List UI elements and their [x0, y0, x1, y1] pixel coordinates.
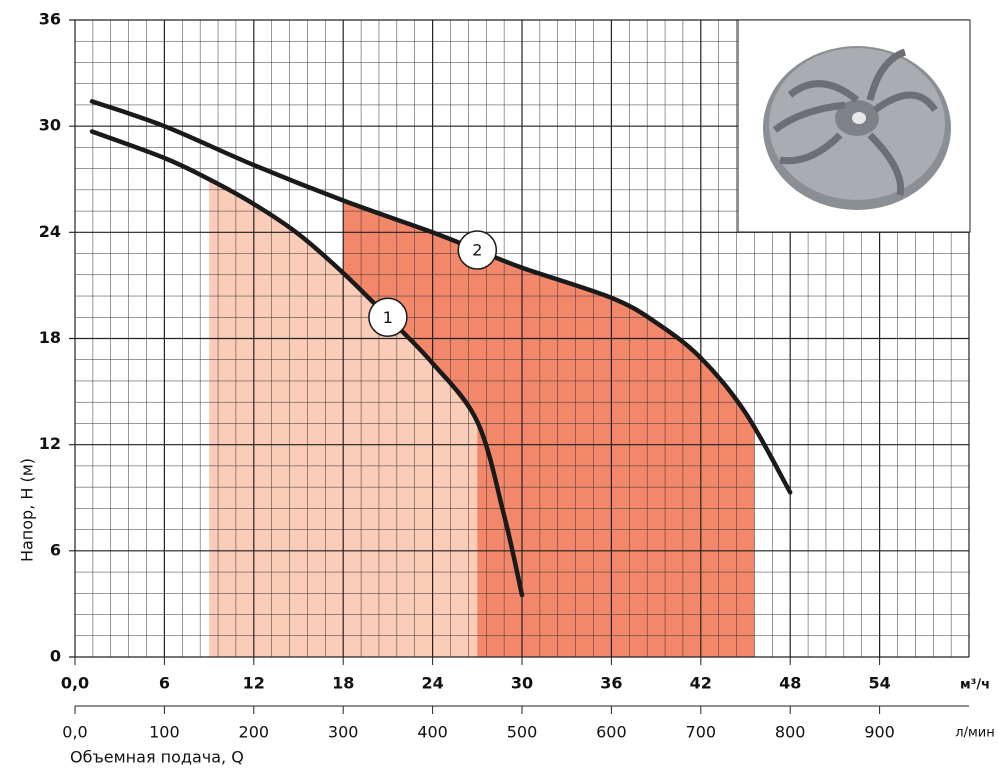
impeller-photo: [763, 46, 951, 210]
x-tick-label: 700: [686, 723, 717, 742]
x-tick-label: 500: [507, 723, 538, 742]
x-tick-label: 0,0: [62, 723, 87, 742]
x-tick-label: 900: [864, 723, 895, 742]
x2-tick-label: 0,0: [61, 674, 89, 693]
pump-curve: [89, 129, 525, 598]
x-axis-label: Объемная подача, Q: [70, 748, 244, 767]
curve-label: 1: [383, 308, 393, 327]
curve-label-badge: [457, 230, 498, 270]
curve-label-badge: [368, 297, 408, 338]
x2-tick-label: 54: [868, 674, 890, 693]
x-tick-label: 200: [239, 723, 270, 742]
x-unit: л/мин: [955, 726, 994, 741]
x2-tick-label: 24: [421, 674, 443, 693]
x-tick-label: 400: [417, 723, 448, 742]
y-tick-label: 30: [39, 116, 61, 135]
x2-tick-label: 12: [243, 674, 265, 693]
x2-tick-label: 6: [159, 674, 170, 693]
x2-tick-label: 48: [779, 674, 801, 693]
y-tick-label: 36: [39, 10, 61, 29]
y-axis-label: Напор, Н (м): [18, 458, 37, 562]
x2-tick-label: 42: [690, 674, 712, 693]
x-tick-label: 300: [328, 723, 359, 742]
y-tick-label: 24: [39, 222, 61, 241]
y-tick-label: 0: [50, 647, 61, 666]
x-tick-label: 600: [596, 723, 627, 742]
x-tick-label: 100: [149, 723, 180, 742]
curve-label: 2: [472, 241, 482, 260]
x2-tick-label: 18: [332, 674, 354, 693]
y-tick-label: 18: [39, 328, 61, 347]
x-tick-label: 800: [775, 723, 806, 742]
y-tick-label: 12: [39, 434, 61, 453]
y-tick-label: 6: [50, 540, 61, 559]
x2-tick-label: 30: [511, 674, 533, 693]
x2-tick-label: 36: [600, 674, 622, 693]
x2-unit: м³/ч: [960, 678, 990, 693]
